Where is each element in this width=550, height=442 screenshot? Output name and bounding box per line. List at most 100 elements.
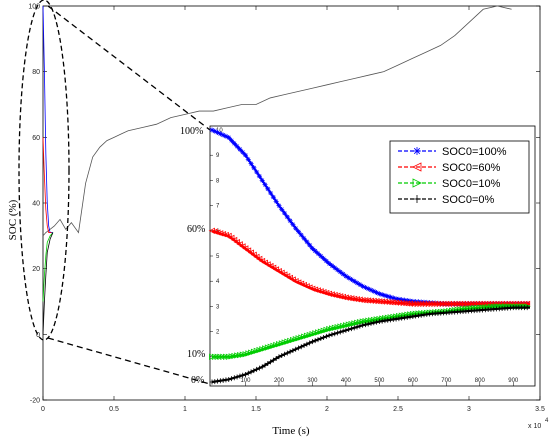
marker-plus <box>524 305 530 311</box>
marker-plus <box>284 350 290 356</box>
marker-asterisk <box>245 156 251 162</box>
inset-x-tick-label: 200 <box>274 378 285 384</box>
marker-triangle-left <box>378 298 386 305</box>
legend-label-soc100: SOC0=100% <box>442 146 507 158</box>
inset-y-tick-label: 10 <box>216 128 223 134</box>
marker-plus <box>385 317 391 323</box>
x-tick-label: 1 <box>183 406 187 413</box>
marker-asterisk <box>357 282 363 288</box>
marker-plus <box>276 354 282 360</box>
marker-triangle-left <box>359 296 366 304</box>
marker-asterisk <box>318 253 324 259</box>
marker-asterisk <box>326 261 332 267</box>
inset-y-tick-label: 4 <box>216 279 220 285</box>
marker-plus <box>401 315 407 321</box>
marker-asterisk <box>399 297 405 303</box>
marker-plus <box>273 355 279 361</box>
inset-label-100: 100% <box>180 126 203 137</box>
marker-asterisk <box>315 250 321 256</box>
marker-asterisk <box>295 229 301 235</box>
marker-plus <box>346 327 352 332</box>
legend-label-soc60: SOC0=60% <box>442 162 501 174</box>
marker-plus <box>318 336 324 342</box>
marker-triangle-left <box>392 299 400 306</box>
inset-label-60: 60% <box>187 224 205 235</box>
inset-label-0: 0% <box>191 375 204 386</box>
zoom-connector-top <box>47 5 211 131</box>
marker-triangle-left <box>244 247 252 254</box>
marker-plus <box>231 375 237 381</box>
marker-asterisk <box>290 222 296 227</box>
marker-asterisk <box>379 292 385 298</box>
marker-asterisk <box>321 256 327 262</box>
marker-asterisk <box>223 133 229 139</box>
marker-plus <box>259 364 265 370</box>
x-tick-label: 0.5 <box>109 406 119 413</box>
marker-asterisk <box>282 210 288 216</box>
marker-plus <box>304 341 310 347</box>
legend-box <box>389 140 530 214</box>
marker-asterisk <box>251 165 257 171</box>
marker-asterisk <box>268 190 274 196</box>
marker-plus <box>223 377 229 383</box>
marker-asterisk <box>234 143 240 149</box>
y-tick-label: 100 <box>28 4 40 11</box>
marker-plus <box>393 316 399 322</box>
marker-asterisk <box>220 132 226 138</box>
inset-x-tick-label: 600 <box>408 378 419 384</box>
marker-plus <box>245 370 251 376</box>
marker-plus <box>248 369 254 375</box>
x-multiplier-exponent: 4 <box>545 418 549 424</box>
marker-asterisk <box>348 277 354 283</box>
marker-asterisk <box>340 271 346 277</box>
legend-label-soc0: SOC0=0% <box>442 194 494 206</box>
marker-plus <box>307 340 313 346</box>
marker-asterisk <box>362 285 368 290</box>
marker-plus <box>374 319 380 325</box>
marker-plus <box>365 321 371 327</box>
marker-plus <box>226 376 232 382</box>
marker-asterisk <box>332 265 338 271</box>
marker-triangle-left <box>269 264 277 271</box>
marker-triangle-left <box>225 232 232 239</box>
marker-plus <box>301 342 307 348</box>
marker-asterisk <box>413 147 421 155</box>
marker-plus <box>298 344 304 350</box>
marker-asterisk <box>335 267 341 273</box>
marker-asterisk <box>240 149 246 155</box>
marker-plus <box>343 327 349 333</box>
marker-asterisk <box>212 128 218 134</box>
marker-triangle-left <box>336 293 344 300</box>
marker-plus <box>410 313 416 319</box>
marker-triangle-left <box>375 298 383 305</box>
inset-y-tick-label: 2 <box>216 330 220 336</box>
marker-plus <box>413 313 419 319</box>
marker-plus <box>396 316 402 322</box>
marker-asterisk <box>329 263 335 269</box>
marker-triangle-left <box>283 273 291 280</box>
marker-asterisk <box>304 239 310 245</box>
marker-triangle-left <box>387 299 394 306</box>
marker-triangle-left <box>350 295 358 302</box>
marker-triangle-left <box>286 274 294 281</box>
x-tick-label: 3.5 <box>535 406 545 413</box>
marker-asterisk <box>343 273 349 279</box>
marker-triangle-left <box>230 236 238 244</box>
marker-plus <box>340 328 346 334</box>
marker-triangle-left <box>256 255 263 263</box>
marker-asterisk <box>215 130 221 136</box>
inset-x-tick-label: 500 <box>374 378 385 384</box>
marker-asterisk <box>309 245 315 251</box>
marker-plus <box>404 314 410 320</box>
marker-plus <box>315 337 321 343</box>
marker-plus <box>279 353 285 359</box>
marker-triangle-left <box>281 271 288 278</box>
marker-triangle-left <box>228 234 235 242</box>
marker-triangle-left <box>264 261 271 268</box>
marker-plus <box>390 316 396 322</box>
marker-plus <box>348 326 354 332</box>
inset-x-tick-label: 800 <box>475 378 486 384</box>
marker-asterisk <box>371 288 377 294</box>
y-tick-label: 20 <box>32 266 40 273</box>
initial-series-line <box>42 137 52 233</box>
